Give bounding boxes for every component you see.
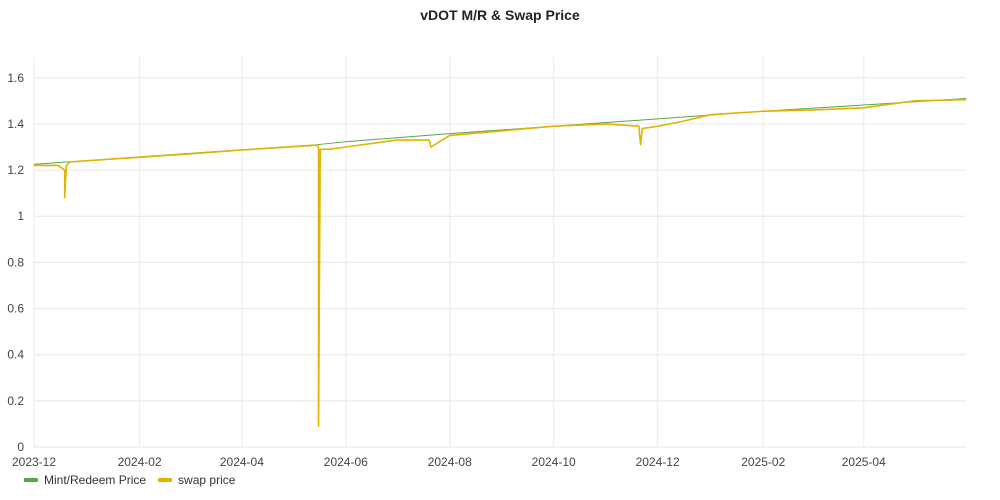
x-tick-label: 2024-12 (636, 455, 680, 469)
y-tick-label: 0.8 (7, 255, 24, 269)
y-tick-label: 0.6 (7, 302, 24, 316)
series-line-swap-price[interactable] (34, 98, 967, 428)
x-tick-label: 2025-02 (741, 455, 785, 469)
legend-label-swap-price: swap price (178, 473, 236, 487)
x-tick-label: 2024-06 (324, 455, 368, 469)
x-tick-label: 2024-04 (220, 455, 264, 469)
x-tick-label: 2025-04 (842, 455, 886, 469)
legend-item-mint-redeem[interactable]: Mint/Redeem Price (24, 473, 146, 487)
y-tick-label: 0.2 (7, 394, 24, 408)
y-tick-label: 1.6 (7, 71, 24, 85)
x-tick-label: 2023-12 (12, 455, 56, 469)
y-tick-label: 0.4 (7, 348, 24, 362)
chart-title: vDOT M/R & Swap Price (420, 7, 580, 23)
x-axis: 2023-12 2024-02 2024-04 2024-06 2024-08 2024-… (12, 455, 886, 469)
x-tick-label: 2024-08 (428, 455, 472, 469)
series-layer (33, 98, 967, 428)
grid-layer (33, 57, 966, 448)
x-tick-label: 2024-10 (532, 455, 576, 469)
y-tick-label: 1 (17, 209, 24, 223)
y-axis: 0 0.2 0.4 0.6 0.8 1 1.2 1.4 1.6 (7, 71, 24, 454)
legend-item-swap-price[interactable]: swap price (158, 473, 235, 487)
y-tick-label: 1.2 (7, 163, 24, 177)
legend-label-mint-redeem: Mint/Redeem Price (44, 473, 147, 487)
x-tick-label: 2024-02 (118, 455, 162, 469)
y-tick-label: 0 (17, 440, 24, 454)
legend-swatch-mint-redeem (24, 478, 38, 482)
legend-swatch-swap-price (158, 478, 173, 482)
legend: Mint/Redeem Price swap price (24, 473, 235, 487)
y-tick-label: 1.4 (7, 117, 24, 131)
